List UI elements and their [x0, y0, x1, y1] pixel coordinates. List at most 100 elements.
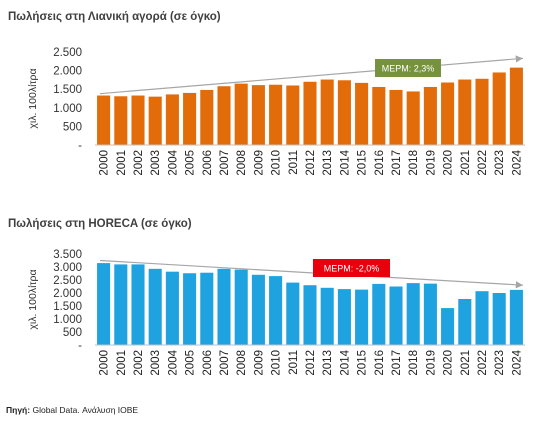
bar-2012	[303, 285, 317, 345]
x-tick-label: 2017	[391, 350, 403, 376]
cagr-badge	[375, 59, 441, 77]
x-tick-label: 2000	[99, 350, 111, 376]
source-note: Πηγή: Global Data. Ανάλυση ΙΟΒΕ	[6, 405, 138, 415]
y-tick-label: -	[78, 140, 82, 152]
bar-2022	[475, 78, 489, 145]
bar-2018	[406, 91, 420, 145]
x-tick-label: 2004	[167, 349, 179, 375]
bar-2014	[337, 289, 351, 345]
bar-2001	[114, 264, 128, 345]
x-tick-label: 2016	[374, 150, 386, 176]
bar-2023	[492, 293, 506, 345]
bar-2005	[183, 92, 197, 145]
bar-2009	[251, 274, 265, 345]
bar-2002	[131, 264, 145, 345]
y-axis-title: χιλ. 100λίτρα	[27, 269, 39, 329]
x-tick-label: 2021	[460, 350, 472, 376]
x-tick-label: 2001	[116, 350, 128, 376]
bar-2016	[372, 86, 386, 145]
bar-2007	[217, 268, 231, 345]
x-tick-label: 2003	[150, 350, 162, 376]
y-tick-label: 2.000	[53, 66, 82, 78]
bar-2006	[200, 272, 214, 345]
bar-2011	[286, 282, 300, 345]
bar-2004	[165, 94, 179, 145]
x-tick-label: 2012	[305, 350, 317, 376]
x-tick-label: 2019	[425, 350, 437, 376]
y-tick-label: 1.500	[53, 301, 82, 313]
x-tick-label: 2009	[253, 150, 265, 176]
bar-2024	[509, 289, 523, 345]
x-tick-label: 2007	[219, 150, 231, 176]
x-tick-label: 2015	[357, 350, 369, 376]
cagr-badge	[313, 259, 390, 277]
bar-2015	[355, 82, 369, 145]
retail-sales-chart: 2.500 2.000 1.500 1.000 500 - χιλ. 100λίτρα 200…	[27, 47, 525, 176]
x-tick-label: 2011	[288, 150, 300, 175]
bar-2003	[148, 96, 162, 145]
x-tick-label: 2000	[99, 150, 111, 176]
x-tick-label: 2014	[339, 349, 351, 375]
bar-2020	[441, 308, 455, 345]
bar-2021	[458, 298, 472, 345]
y-tick-label: 500	[63, 327, 82, 339]
bar-2017	[389, 89, 403, 145]
x-tick-label: 2001	[116, 150, 128, 176]
bar-2012	[303, 81, 317, 145]
bar-2021	[458, 79, 472, 145]
bar-2019	[423, 86, 437, 145]
y-tick-label: 3.000	[53, 262, 82, 274]
x-tick-label: 2002	[133, 350, 145, 376]
x-tick-label: 2018	[408, 150, 420, 176]
bar-2006	[200, 89, 214, 145]
x-tick-label: 2008	[236, 150, 248, 176]
bar-2010	[269, 84, 283, 145]
x-tick-label: 2002	[133, 150, 145, 176]
x-tick-label: 2024	[511, 149, 523, 175]
x-tick-label: 2004	[167, 149, 179, 175]
x-tick-label: 2010	[271, 350, 283, 376]
x-tick-label: 2016	[374, 350, 386, 376]
x-tick-label: 2013	[322, 350, 334, 376]
x-tick-label: 2005	[185, 150, 197, 176]
bar-2018	[406, 283, 420, 345]
y-tick-label: 1.000	[53, 103, 82, 115]
y-tick-label: 2.500	[53, 47, 82, 59]
x-tick-label: 2006	[202, 350, 214, 376]
bar-2009	[251, 85, 265, 145]
y-tick-label: 1.000	[53, 314, 82, 326]
source-label: Πηγή:	[6, 405, 31, 415]
y-tick-label: 500	[63, 121, 82, 133]
bar-2004	[165, 271, 179, 345]
bar-2000	[97, 95, 111, 145]
x-tick-label: 2020	[443, 150, 455, 176]
x-tick-label: 2014	[339, 149, 351, 175]
y-tick-label: -	[78, 340, 82, 352]
cagr-badge-label: ΜΕΡΜ: -2,0%	[324, 264, 380, 274]
x-tick-label: 2012	[305, 150, 317, 176]
x-tick-label: 2023	[494, 150, 506, 176]
trend-arrow	[99, 55, 524, 95]
x-tick-label: 2022	[477, 350, 489, 376]
bar-2008	[234, 269, 248, 345]
x-tick-label: 2022	[477, 150, 489, 176]
bar-2013	[320, 287, 334, 345]
x-tick-label: 2018	[408, 350, 420, 376]
y-tick-label: 2.500	[53, 275, 82, 287]
bar-2002	[131, 95, 145, 145]
bar-2014	[337, 80, 351, 145]
bar-2003	[148, 268, 162, 345]
x-tick-label: 2007	[219, 350, 231, 376]
x-tick-label: 2009	[253, 350, 265, 376]
bar-2007	[217, 86, 231, 145]
y-axis-title: χιλ. 100λίτρα	[27, 68, 39, 128]
x-tick-label: 2005	[185, 350, 197, 376]
x-tick-label: 2006	[202, 150, 214, 176]
bar-2013	[320, 79, 334, 145]
y-tick-label: 1.500	[53, 84, 82, 96]
y-tick-label: 3.500	[53, 249, 82, 261]
bar-2024	[509, 67, 523, 145]
bar-2001	[114, 96, 128, 145]
